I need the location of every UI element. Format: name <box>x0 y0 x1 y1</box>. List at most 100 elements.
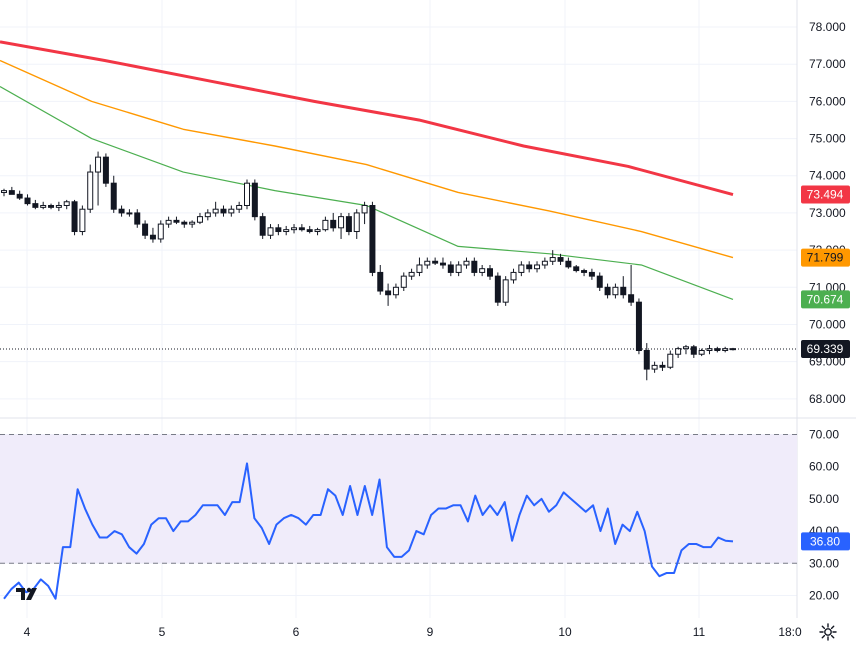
candle-body <box>581 270 588 273</box>
candle-up <box>534 261 541 273</box>
price-tick-label: 78.000 <box>809 20 846 34</box>
price-badges: 73.494 71.799 70.674 69.339 36.80 <box>801 185 850 551</box>
candle-body <box>628 294 635 303</box>
candle-up <box>157 220 164 243</box>
candle-down <box>369 201 376 277</box>
candles <box>0 151 797 381</box>
candle-body <box>126 212 133 215</box>
candle-body <box>338 216 345 229</box>
candle-up <box>510 268 517 284</box>
candle-body <box>345 216 352 233</box>
candle-down <box>32 199 39 210</box>
rsi-value-badge-bg <box>801 532 850 551</box>
orange-ma-price-badge-text: 71.799 <box>807 251 844 265</box>
candle-body <box>620 286 627 296</box>
rsi-value-badge-text: 36.80 <box>810 534 840 548</box>
gear-icon[interactable] <box>818 622 838 642</box>
candle-up <box>228 205 235 217</box>
candle-body <box>361 204 368 214</box>
candle-body <box>690 346 697 355</box>
time-tick-label: 5 <box>159 625 166 639</box>
candle-up <box>244 179 250 210</box>
candle-body <box>565 260 572 268</box>
candle-body <box>314 229 321 233</box>
candle-body <box>157 223 164 240</box>
candle-body <box>173 219 180 223</box>
rsi-line <box>3 462 734 600</box>
candle-body <box>416 264 423 273</box>
candle-body <box>165 219 172 225</box>
candle-down <box>439 257 446 269</box>
candle-down <box>714 346 721 353</box>
candle-down <box>173 216 180 225</box>
candle-up <box>1 188 7 197</box>
candle-down <box>275 224 282 236</box>
candle-body <box>722 348 729 352</box>
candle-body <box>541 260 548 266</box>
candle-body <box>659 364 666 368</box>
orange-ma-price-badge-bg <box>801 248 850 267</box>
candle-down <box>134 209 141 228</box>
rsi-tick-label: 70.00 <box>809 427 839 441</box>
candle-down <box>142 220 149 239</box>
candle-up <box>400 272 407 292</box>
candle-body <box>518 264 525 273</box>
candle-body <box>149 234 156 240</box>
candle-body <box>526 264 533 270</box>
candle-body <box>24 197 31 205</box>
candle-up <box>667 350 674 370</box>
orange-ma-price-badge: 71.799 <box>801 248 850 267</box>
candle-up <box>322 216 329 232</box>
green-ma-price-badge: 70.674 <box>801 290 850 309</box>
candle-up <box>463 257 470 269</box>
candle-body <box>588 271 595 277</box>
candle-up <box>204 209 211 221</box>
candle-down <box>573 264 580 273</box>
candle-body <box>189 221 196 225</box>
tradingview-logo-icon[interactable] <box>14 584 44 604</box>
candle-up <box>706 344 713 355</box>
candle-up <box>79 205 86 236</box>
candle-body <box>102 156 109 184</box>
candle-up <box>549 250 556 265</box>
candle-body <box>424 260 431 266</box>
candle-body <box>142 223 149 236</box>
candle-up <box>675 346 682 358</box>
candle-body <box>385 290 392 296</box>
candle-body <box>55 204 62 208</box>
candle-body <box>196 216 203 223</box>
candle-body <box>408 271 415 277</box>
candle-down <box>220 205 227 217</box>
candle-body <box>471 260 478 273</box>
candle-up <box>165 216 172 228</box>
candle-body <box>369 204 376 273</box>
candle-body <box>110 182 117 210</box>
candle-body <box>667 353 674 368</box>
candle-down <box>306 225 313 234</box>
time-axis[interactable]: 4 5 6 9 10 11 18:0 <box>24 625 802 639</box>
candle-body <box>87 171 94 210</box>
candle-down <box>690 344 697 358</box>
candle-up <box>236 201 243 213</box>
candle-body <box>322 219 329 231</box>
candle-down <box>345 212 352 236</box>
candle-body <box>432 260 439 264</box>
candle-down <box>588 268 595 280</box>
time-tick-label: 6 <box>293 625 300 639</box>
candle-body <box>510 271 517 281</box>
candle-down <box>557 253 564 265</box>
candle-body <box>455 264 462 273</box>
candle-body <box>228 208 235 214</box>
candle-body <box>479 268 486 273</box>
candle-body <box>353 212 360 233</box>
candle-body <box>706 348 713 352</box>
candle-body <box>16 193 23 199</box>
candle-body <box>487 268 493 277</box>
candle-down <box>102 153 109 187</box>
rsi-band <box>0 433 797 564</box>
candle-body <box>643 350 650 370</box>
price-tick-label: 68.000 <box>809 392 846 406</box>
candle-down <box>259 212 266 239</box>
